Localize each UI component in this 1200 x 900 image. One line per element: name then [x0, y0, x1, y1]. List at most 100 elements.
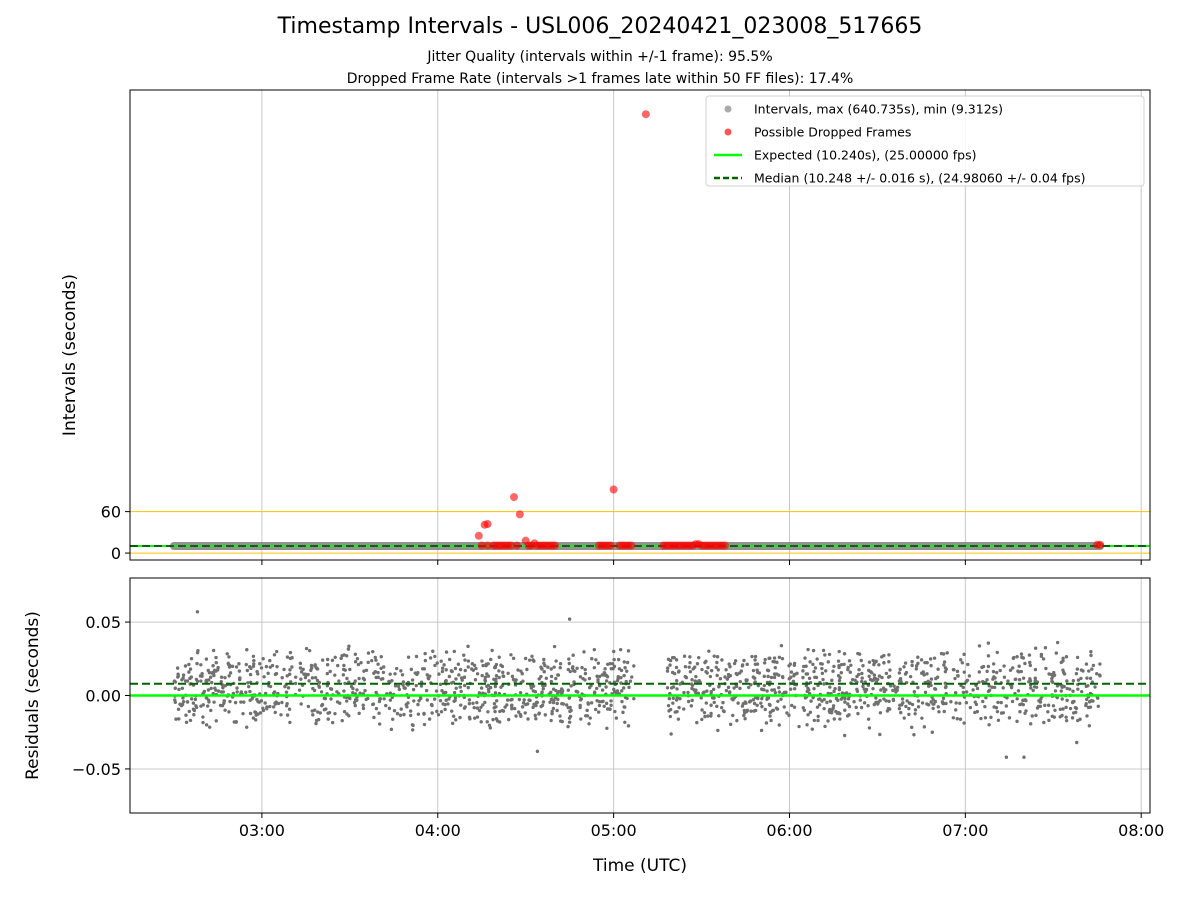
residual-point — [986, 689, 991, 694]
residual-point — [1071, 689, 1075, 693]
residual-point — [248, 689, 252, 694]
residual-point — [964, 701, 969, 705]
residual-point — [381, 670, 386, 675]
residual-point — [173, 686, 177, 690]
residual-point — [605, 726, 609, 730]
residual-point — [1096, 704, 1101, 708]
residual-point — [1031, 688, 1035, 693]
residual-point — [932, 656, 937, 660]
residual-point — [696, 691, 701, 696]
residual-point — [907, 712, 911, 717]
residual-point — [490, 648, 494, 653]
residual-point — [311, 713, 315, 717]
residual-point — [981, 664, 986, 669]
residual-point — [239, 700, 243, 704]
residual-point — [735, 718, 739, 723]
residual-point — [440, 666, 445, 670]
residual-point — [759, 701, 763, 705]
residual-point — [921, 670, 925, 674]
residual-point — [216, 689, 221, 693]
residual-point — [225, 652, 229, 656]
residual-point — [1052, 673, 1057, 677]
residual-point — [836, 674, 841, 678]
residual-point — [721, 700, 725, 705]
residual-point — [721, 709, 726, 713]
residual-point — [558, 714, 562, 718]
residual-point — [264, 664, 269, 669]
legend-box — [705, 95, 1145, 187]
residual-point — [276, 701, 281, 706]
residual-point — [1064, 718, 1069, 723]
residual-point — [283, 684, 287, 689]
residual-point — [416, 702, 420, 707]
residual-point — [237, 662, 241, 666]
residual-point — [376, 662, 380, 666]
residual-point — [382, 665, 386, 669]
residual-point — [353, 703, 357, 708]
residual-point — [897, 679, 902, 683]
residual-point — [913, 708, 918, 712]
residual-point — [678, 697, 682, 701]
residual-point — [732, 686, 736, 690]
residual-point — [244, 690, 248, 695]
residual-point — [174, 717, 178, 721]
residual-point — [693, 665, 697, 669]
residual-point — [688, 660, 692, 665]
residual-point — [393, 672, 397, 676]
residual-point — [975, 686, 980, 691]
residual-point — [521, 701, 526, 705]
residual-point — [717, 714, 721, 718]
residual-point — [493, 691, 498, 695]
residual-point — [467, 701, 472, 706]
residual-point — [181, 673, 186, 677]
residual-point — [288, 656, 293, 661]
residual-point — [593, 707, 598, 712]
residual-point — [815, 657, 819, 661]
residual-point — [398, 713, 403, 717]
dropped-frame-point — [641, 110, 650, 119]
residual-point — [942, 663, 946, 667]
residual-point — [732, 661, 737, 666]
residual-point — [576, 690, 580, 694]
residual-point — [984, 695, 988, 700]
residual-point — [306, 704, 311, 709]
residual-point — [204, 657, 209, 661]
residual-point — [831, 669, 835, 673]
residual-point — [827, 652, 832, 657]
residual-point — [551, 706, 556, 711]
residual-point — [191, 701, 196, 705]
dropped-frame-point — [1096, 540, 1105, 549]
residual-point — [256, 699, 260, 704]
residual-point — [753, 654, 758, 659]
residual-point — [462, 675, 467, 679]
residual-point — [333, 673, 337, 677]
residual-point — [1060, 713, 1064, 718]
residual-point — [1008, 668, 1013, 672]
residual-point — [669, 732, 673, 736]
bottom-xtick-label: 05:00 — [591, 821, 637, 840]
residual-point — [447, 697, 451, 701]
residual-point — [943, 666, 948, 670]
residual-point — [977, 644, 982, 648]
residual-point — [811, 648, 816, 653]
residual-point — [442, 663, 446, 667]
residual-point — [977, 670, 981, 674]
residual-point — [532, 659, 536, 663]
residual-point — [962, 721, 966, 725]
residual-point — [699, 696, 703, 700]
residual-point — [426, 676, 430, 680]
residual-point — [361, 676, 366, 681]
residual-point — [212, 673, 216, 678]
residual-point — [1041, 657, 1046, 661]
residual-point — [879, 688, 883, 692]
residual-point — [823, 653, 827, 657]
residual-point — [1004, 755, 1009, 759]
residual-point — [309, 663, 314, 668]
residual-point — [560, 689, 565, 693]
residual-point — [433, 663, 437, 668]
residual-point — [820, 666, 824, 671]
residual-point — [248, 672, 253, 677]
dropped-frame-point — [483, 520, 492, 529]
residual-point — [769, 675, 774, 680]
residual-point — [466, 685, 470, 690]
